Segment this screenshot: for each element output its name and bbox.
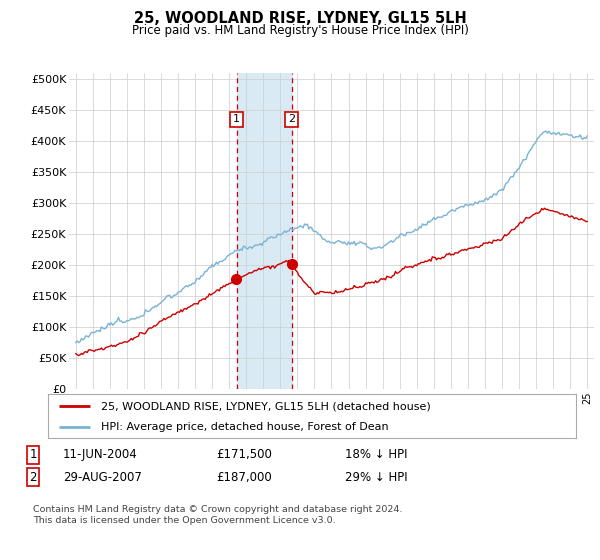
Text: 1: 1 xyxy=(233,114,240,124)
Text: 11-JUN-2004: 11-JUN-2004 xyxy=(63,448,138,461)
Text: 29-AUG-2007: 29-AUG-2007 xyxy=(63,470,142,484)
Bar xyxy=(237,73,292,389)
Text: 18% ↓ HPI: 18% ↓ HPI xyxy=(345,448,407,461)
Text: 2: 2 xyxy=(288,114,295,124)
Text: £171,500: £171,500 xyxy=(216,448,272,461)
Text: £187,000: £187,000 xyxy=(216,470,272,484)
Text: 29% ↓ HPI: 29% ↓ HPI xyxy=(345,470,407,484)
Text: 25, WOODLAND RISE, LYDNEY, GL15 5LH (detached house): 25, WOODLAND RISE, LYDNEY, GL15 5LH (det… xyxy=(101,401,431,411)
Text: 2: 2 xyxy=(29,470,37,484)
Text: Contains HM Land Registry data © Crown copyright and database right 2024.
This d: Contains HM Land Registry data © Crown c… xyxy=(33,505,403,525)
Text: 1: 1 xyxy=(29,448,37,461)
Text: HPI: Average price, detached house, Forest of Dean: HPI: Average price, detached house, Fore… xyxy=(101,422,388,432)
Text: 25, WOODLAND RISE, LYDNEY, GL15 5LH: 25, WOODLAND RISE, LYDNEY, GL15 5LH xyxy=(134,11,466,26)
Text: Price paid vs. HM Land Registry's House Price Index (HPI): Price paid vs. HM Land Registry's House … xyxy=(131,24,469,36)
